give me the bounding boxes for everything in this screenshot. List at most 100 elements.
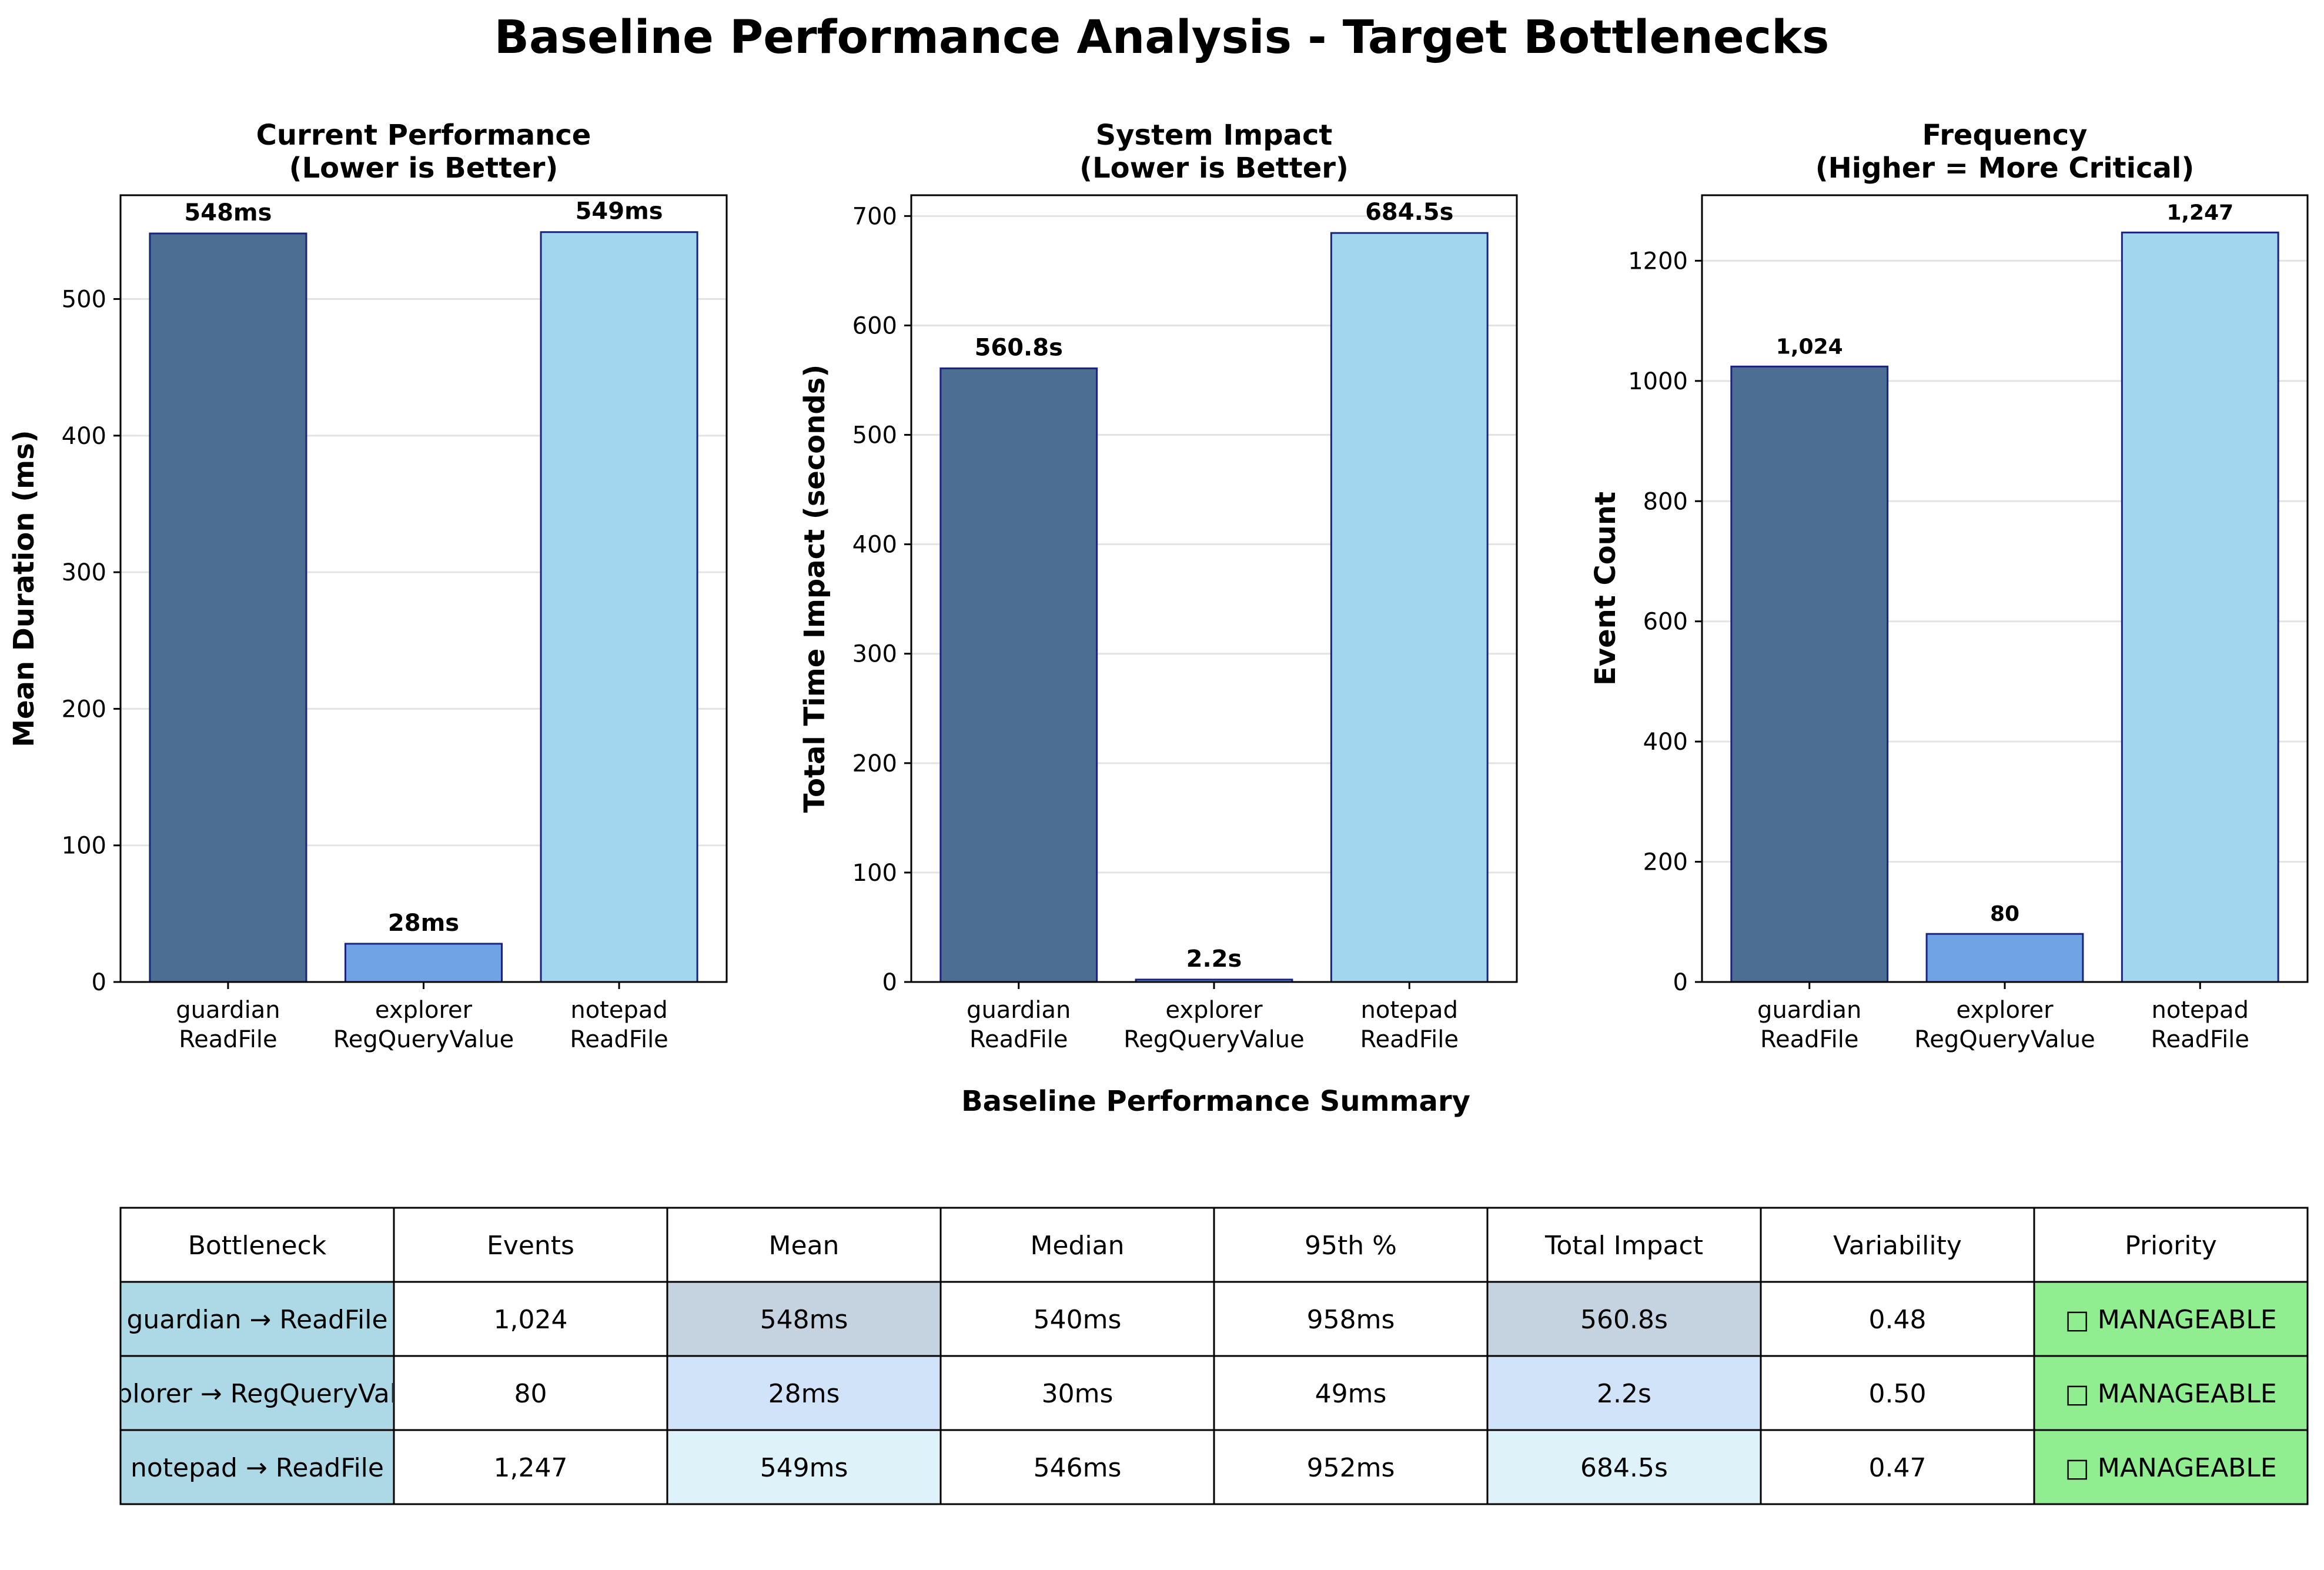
cell-text: 560.8s <box>1580 1305 1668 1335</box>
x-tick-label: explorer <box>1165 997 1263 1024</box>
cell-background <box>119 1355 395 1431</box>
cell-text: Total Impact <box>1544 1231 1703 1261</box>
cell-text: 958ms <box>1307 1305 1395 1335</box>
table-cell: 684.5s <box>1486 1429 1762 1505</box>
figure-title: Baseline Performance Analysis - Target B… <box>494 11 1830 64</box>
table-cell: 549ms <box>666 1429 942 1505</box>
y-tick-label: 500 <box>852 422 897 449</box>
y-tick-label: 200 <box>852 750 897 777</box>
cell-background <box>939 1207 1215 1283</box>
cell-background <box>1486 1355 1762 1431</box>
y-tick-label: 600 <box>1643 609 1688 636</box>
x-tick-label: ReadFile <box>969 1026 1068 1053</box>
value-label: 1,247 <box>2166 201 2233 225</box>
value-label: 549ms <box>576 198 663 225</box>
table-cell: 1,247 <box>393 1429 668 1505</box>
bar-guardian <box>939 367 1098 983</box>
cell-background <box>1213 1281 1489 1357</box>
cell-text: □ MANAGEABLE <box>2065 1379 2276 1409</box>
bar-explorer <box>1925 933 2084 983</box>
chart-panel-1: 548msguardianReadFile28msexplorerRegQuer… <box>8 119 728 1053</box>
table-cell: explorer → RegQueryValue <box>85 1355 429 1431</box>
cell-text: 540ms <box>1034 1305 1122 1335</box>
table-cell: 952ms <box>1213 1429 1489 1505</box>
table-cell: 546ms <box>939 1429 1215 1505</box>
cell-background <box>939 1429 1215 1505</box>
cell-background <box>393 1281 668 1357</box>
cell-background <box>939 1281 1215 1357</box>
cell-background <box>1213 1207 1489 1283</box>
x-tick-label: ReadFile <box>2151 1026 2249 1053</box>
cell-background <box>666 1281 942 1357</box>
x-tick-label: notepad <box>1361 997 1458 1024</box>
cell-text: □ MANAGEABLE <box>2065 1305 2276 1335</box>
cell-background <box>1760 1207 2035 1283</box>
bar-explorer <box>344 943 503 983</box>
y-tick-label: 1000 <box>1628 368 1688 395</box>
table-header-cell: Median <box>939 1207 1215 1283</box>
cell-text: 548ms <box>760 1305 848 1335</box>
bar-notepad <box>540 231 698 983</box>
y-tick-label: 400 <box>852 532 897 559</box>
value-label: 2.2s <box>1186 946 1242 973</box>
table-cell: 49ms <box>1213 1355 1489 1431</box>
y-axis-label: Mean Duration (ms) <box>8 430 41 747</box>
x-tick-label: notepad <box>2152 997 2249 1024</box>
y-tick-label: 600 <box>852 312 897 339</box>
y-axis-label: Event Count <box>1589 492 1622 686</box>
cell-text: 952ms <box>1307 1453 1395 1483</box>
table-header-cell: Total Impact <box>1486 1207 1762 1283</box>
table-cell: guardian → ReadFile <box>119 1281 395 1357</box>
table-header-cell: 95th % <box>1213 1207 1489 1283</box>
x-tick-label: ReadFile <box>1760 1026 1858 1053</box>
table-cell: 560.8s <box>1486 1281 1762 1357</box>
cell-background <box>1760 1429 2035 1505</box>
table-cell: 540ms <box>939 1281 1215 1357</box>
y-tick-label: 700 <box>852 203 897 230</box>
y-tick-label: 800 <box>1643 488 1688 515</box>
cell-text: 546ms <box>1034 1453 1122 1483</box>
bar-notepad <box>2121 231 2279 983</box>
x-tick-label: guardian <box>1757 997 1861 1024</box>
x-tick-label: ReadFile <box>1360 1026 1459 1053</box>
cell-background <box>1213 1355 1489 1431</box>
y-tick-label: 0 <box>1673 969 1688 996</box>
y-tick-label: 0 <box>92 969 106 996</box>
cell-background <box>2033 1355 2309 1431</box>
y-tick-label: 100 <box>852 860 897 887</box>
plot-frame <box>910 194 1518 983</box>
plot-frame <box>119 194 728 983</box>
cell-text: guardian → ReadFile <box>126 1305 387 1335</box>
table-cell: 80 <box>393 1355 668 1431</box>
table-cell: 0.48 <box>1760 1281 2035 1357</box>
table-header-cell: Variability <box>1760 1207 2035 1283</box>
cell-text: explorer → RegQueryValue <box>85 1379 429 1409</box>
x-tick-label: ReadFile <box>179 1026 277 1053</box>
cell-background <box>939 1355 1215 1431</box>
cell-text: 0.48 <box>1869 1305 1927 1335</box>
cell-text: Priority <box>2125 1231 2217 1261</box>
chart-title: (Lower is Better) <box>1079 152 1349 185</box>
chart-panel-2: 560.8sguardianReadFile2.2sexplorerRegQue… <box>798 119 1518 1053</box>
x-tick-label: guardian <box>967 997 1071 1024</box>
cell-text: 684.5s <box>1580 1453 1668 1483</box>
cell-text: 28ms <box>768 1379 840 1409</box>
table-cell: 28ms <box>666 1355 942 1431</box>
cell-text: 549ms <box>760 1453 848 1483</box>
y-tick-label: 400 <box>1643 729 1688 756</box>
table-cell: □ MANAGEABLE <box>2033 1355 2309 1431</box>
cell-text: 80 <box>514 1379 547 1409</box>
cell-background <box>119 1429 395 1505</box>
table-header-cell: Bottleneck <box>119 1207 395 1283</box>
x-tick-label: RegQueryValue <box>1914 1026 2095 1053</box>
x-tick-label: notepad <box>570 997 667 1024</box>
table-header-cell: Mean <box>666 1207 942 1283</box>
cell-background <box>1213 1429 1489 1505</box>
y-tick-label: 200 <box>62 696 106 723</box>
y-tick-label: 400 <box>62 423 106 450</box>
table-cell: 2.2s <box>1486 1355 1762 1431</box>
y-tick-label: 0 <box>882 969 897 996</box>
cell-background <box>666 1355 942 1431</box>
table-cell: □ MANAGEABLE <box>2033 1281 2309 1357</box>
value-label: 1,024 <box>1776 335 1843 359</box>
